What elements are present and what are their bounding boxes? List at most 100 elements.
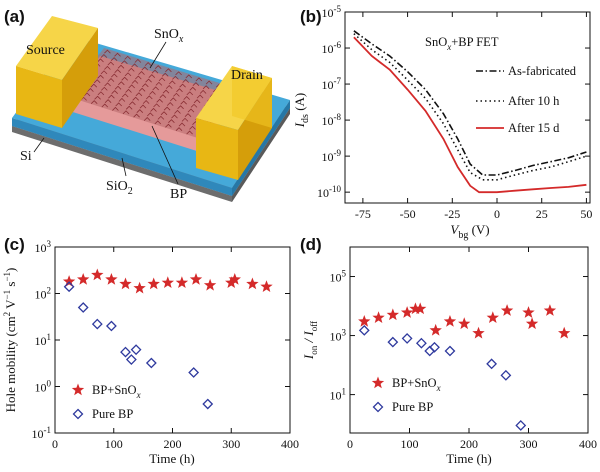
lattice-atom-pair <box>133 113 140 118</box>
panel-d-marks <box>358 302 571 431</box>
data-point-diamond <box>63 281 75 293</box>
lattice-atom-pair <box>192 82 200 86</box>
series-line-0 <box>353 30 587 176</box>
lattice-atom-pair <box>165 85 173 89</box>
source-label: Source <box>26 43 65 58</box>
lattice-atom-pair <box>142 83 149 88</box>
data-point-diamond <box>500 369 512 381</box>
lattice-atom-pair <box>122 110 130 115</box>
lattice-atom-pair <box>144 62 152 66</box>
x-tick-label: 300 <box>222 437 240 451</box>
lattice-atom-pair <box>87 88 94 92</box>
si-pointer <box>33 137 45 153</box>
lattice-atom-pair <box>83 92 91 97</box>
data-point-diamond <box>130 344 142 356</box>
data-point-diamond <box>429 341 440 353</box>
lattice-atom-pair <box>162 89 170 94</box>
panel-b-xlabel: Vbg (V) <box>450 222 489 241</box>
snox-film <box>66 48 236 140</box>
y-tick-label: 105 <box>330 269 347 285</box>
lattice-atom-pair <box>177 105 184 110</box>
data-point-star <box>228 273 241 285</box>
lattice-atom-pair <box>132 96 139 101</box>
source-electrode-side <box>62 28 98 128</box>
x-tick-label: 300 <box>520 437 538 451</box>
legend-label-after-10h: After 10 h <box>508 94 560 108</box>
lattice-atom-pair <box>189 125 196 130</box>
data-point-star <box>525 317 539 330</box>
sio2-layer-front <box>12 118 232 196</box>
lattice-atom-pair <box>157 115 165 120</box>
lattice-atom-pair <box>169 80 176 85</box>
lattice-atom-pair <box>90 83 98 88</box>
lattice-atom-pair <box>196 94 204 99</box>
data-point-star <box>147 277 160 290</box>
lattice-atom-pair <box>189 86 197 91</box>
series-line-2 <box>353 36 587 194</box>
lattice-atom-pair <box>115 102 122 107</box>
snox-label: SnOx <box>154 27 184 45</box>
lattice-atom-pair <box>111 73 118 78</box>
lattice-atom-pair <box>163 106 171 111</box>
lattice-atom-pair <box>186 91 194 96</box>
data-point-diamond <box>105 320 117 332</box>
data-point-star <box>486 311 499 324</box>
lattice-atom-pair <box>125 88 132 93</box>
lattice-atom-pair <box>165 68 172 73</box>
lattice-atom-pair <box>202 85 210 90</box>
lattice-atom-pair <box>135 92 143 97</box>
panel-b-yticks: 10-5 10-6 10-7 10-8 10-9 10-10 <box>317 4 590 200</box>
x-tick-label: -75 <box>355 207 371 221</box>
data-point-diamond <box>415 337 427 349</box>
lattice-atom-pair <box>138 71 145 75</box>
panel-d-yticks: 105 103 101 <box>330 269 588 403</box>
lattice-atom-pair <box>160 111 168 116</box>
lattice-atom-pair <box>151 69 159 74</box>
data-point-diamond <box>444 345 456 357</box>
y-tick-label: 101 <box>330 387 347 403</box>
lattice-atom-pair <box>114 69 121 73</box>
legend-label-bp-snox: BP+SnOx <box>92 383 141 400</box>
data-point-star <box>260 280 273 292</box>
lattice-atom-pair <box>199 89 207 94</box>
lattice-atom-pair <box>181 117 189 122</box>
data-point-star <box>472 326 485 339</box>
lattice-atom-pair <box>101 103 109 108</box>
data-point-star <box>522 306 535 318</box>
panel-c-xticks: 0 100 200 300 400 <box>52 247 299 451</box>
lattice-atom-pair <box>156 98 163 103</box>
panel-b-frame <box>344 11 591 204</box>
x-tick-label: -50 <box>400 207 416 221</box>
x-tick-label: 400 <box>579 437 597 451</box>
lattice-atom-pair <box>118 97 126 102</box>
lattice-atom-pair <box>172 75 179 80</box>
data-point-diamond <box>202 398 214 410</box>
x-tick-label: 50 <box>580 207 592 221</box>
lattice-atom-pair <box>129 101 136 106</box>
panel-c-frame <box>54 246 291 434</box>
lattice-atom-pair <box>145 78 152 83</box>
sio2-label: SiO2 <box>106 179 133 197</box>
data-point-star <box>203 278 217 291</box>
panel-b-legend: As-fabricated After 10 h After 15 d <box>476 64 577 135</box>
lattice-atom-pair <box>175 127 183 131</box>
panel-a-label: (a) <box>4 7 25 26</box>
panel-a: (a) Source Drain SnOx Si SiO2 BP <box>4 7 290 202</box>
data-point-star <box>175 276 189 289</box>
legend-marker-pure-bp-d <box>372 401 384 413</box>
drain-electrode-front <box>196 118 238 180</box>
lattice-atom-pair <box>166 102 174 106</box>
snox-pointer <box>149 41 167 69</box>
x-tick-label: 0 <box>347 437 353 451</box>
panel-d: (d) 0 100 200 300 400 105 103 101 BP+SnOx Pure… <box>300 235 597 466</box>
lattice-atom-pair <box>121 60 128 65</box>
panel-b-label: (b) <box>300 7 322 26</box>
lattice-atom-pair <box>176 88 183 93</box>
lattice-atom-pair <box>111 90 118 94</box>
base-layer-front <box>12 126 232 202</box>
panel-c-xlabel: Time (h) <box>149 451 194 466</box>
panel-b: (b) -75 -50 -25 0 25 50 10-510-610-710-810-91… <box>292 4 592 241</box>
x-tick-label: 200 <box>460 437 478 451</box>
source-electrode-top <box>16 16 98 80</box>
lattice-atom-pair <box>195 77 203 82</box>
